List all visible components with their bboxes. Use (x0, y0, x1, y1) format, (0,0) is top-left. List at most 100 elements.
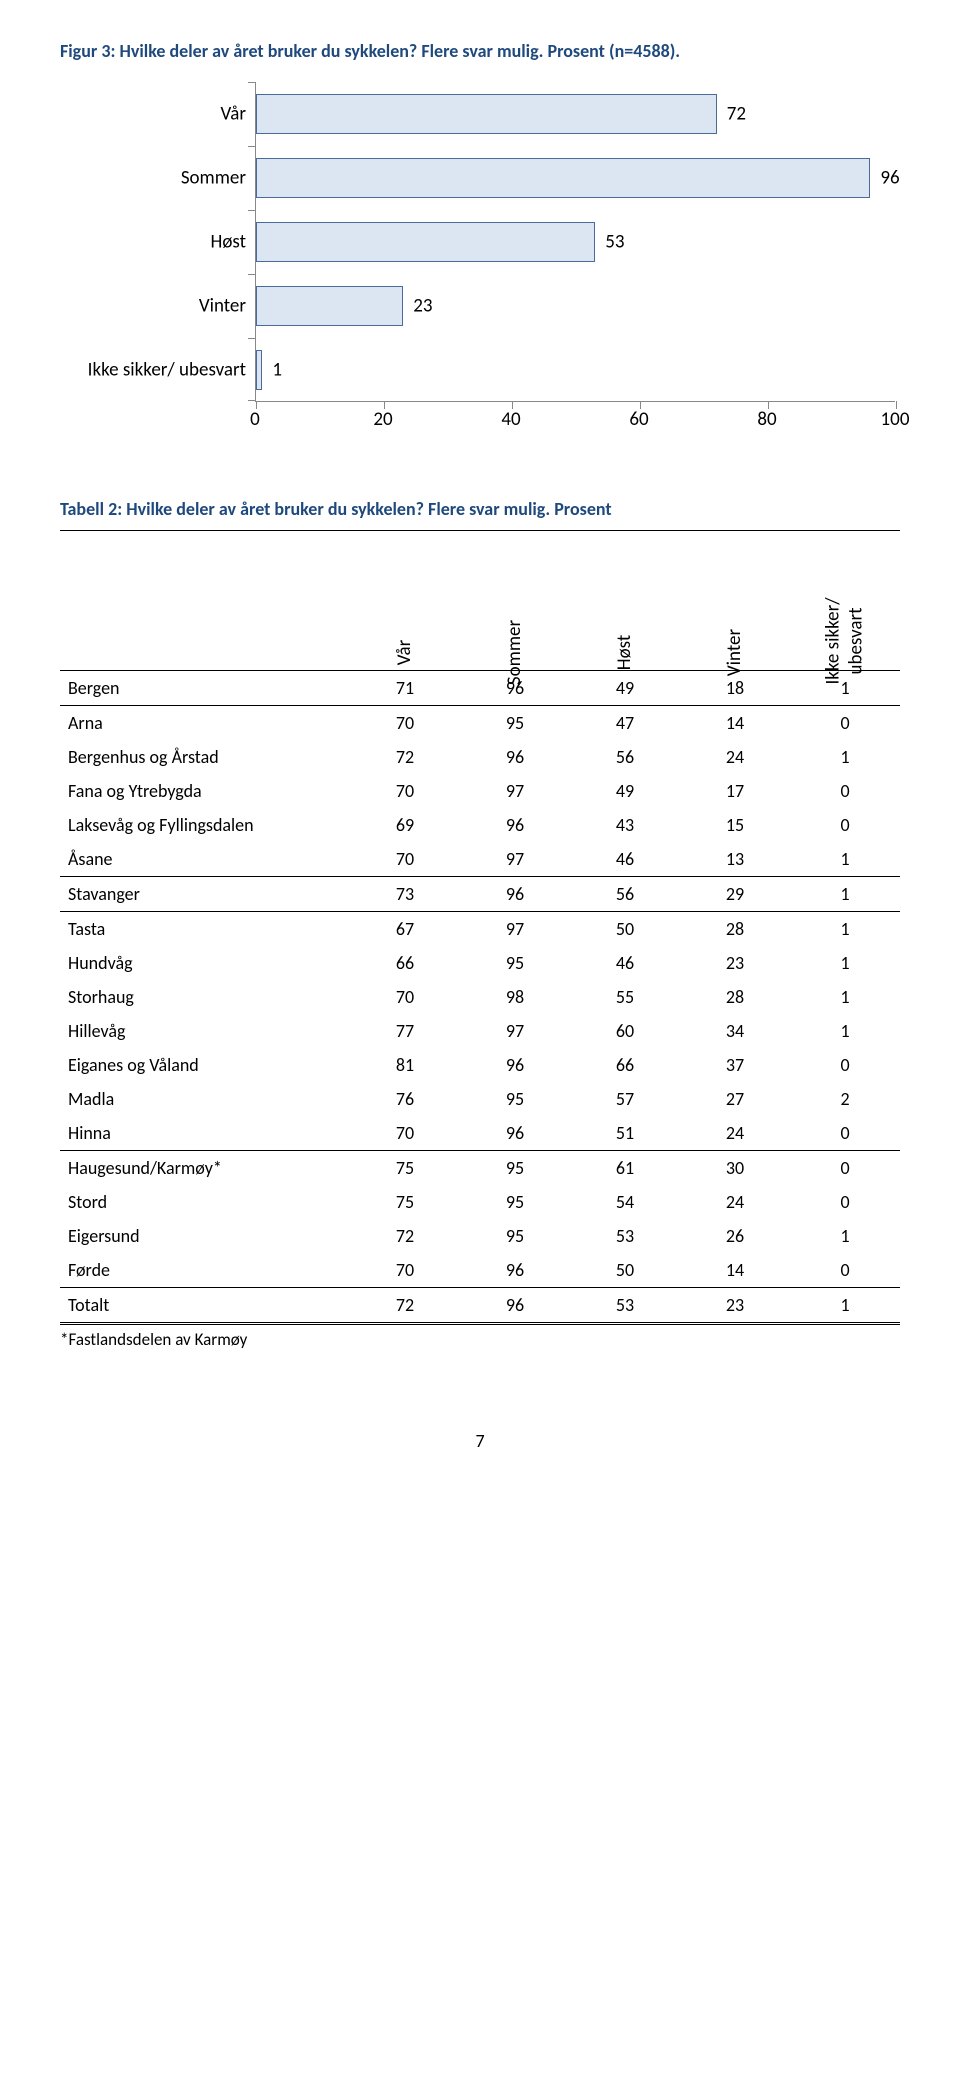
value-cell: 50 (570, 912, 680, 947)
x-tick-label: 60 (629, 408, 648, 431)
value-cell: 1 (790, 946, 900, 980)
x-tick-label: 20 (373, 408, 392, 431)
bar-value: 23 (413, 295, 432, 318)
value-cell: 70 (350, 1253, 460, 1288)
value-cell: 66 (570, 1048, 680, 1082)
value-cell: 51 (570, 1116, 680, 1151)
table-row: Bergenhus og Årstad729656241 (60, 740, 900, 774)
value-cell: 76 (350, 1082, 460, 1116)
value-cell: 69 (350, 808, 460, 842)
bar-row: Vinter23 (256, 274, 895, 338)
value-cell: 53 (570, 1288, 680, 1324)
value-cell: 96 (460, 808, 570, 842)
x-tick-label: 0 (250, 408, 260, 431)
bar (256, 286, 403, 326)
value-cell: 95 (460, 1151, 570, 1186)
table-row: Totalt729653231 (60, 1288, 900, 1324)
value-cell: 97 (460, 842, 570, 877)
value-cell: 95 (460, 1219, 570, 1253)
column-header: Sommer (460, 531, 570, 671)
value-cell: 23 (680, 946, 790, 980)
region-cell: Totalt (60, 1288, 350, 1324)
bar-label: Sommer (71, 167, 246, 190)
value-cell: 95 (460, 1185, 570, 1219)
value-cell: 1 (790, 980, 900, 1014)
region-cell: Hinna (60, 1116, 350, 1151)
value-cell: 50 (570, 1253, 680, 1288)
value-cell: 23 (680, 1288, 790, 1324)
value-cell: 27 (680, 1082, 790, 1116)
value-cell: 53 (570, 1219, 680, 1253)
value-cell: 49 (570, 671, 680, 706)
value-cell: 75 (350, 1151, 460, 1186)
region-cell: Hundvåg (60, 946, 350, 980)
table-title: Tabell 2: Hvilke deler av året bruker du… (60, 498, 900, 520)
value-cell: 70 (350, 706, 460, 741)
value-cell: 96 (460, 1253, 570, 1288)
table-row: Hillevåg779760341 (60, 1014, 900, 1048)
value-cell: 1 (790, 1014, 900, 1048)
table-footnote: *Fastlandsdelen av Karmøy (60, 1329, 900, 1350)
value-cell: 37 (680, 1048, 790, 1082)
region-cell: Arna (60, 706, 350, 741)
table-row: Førde709650140 (60, 1253, 900, 1288)
value-cell: 56 (570, 877, 680, 912)
value-cell: 70 (350, 842, 460, 877)
value-cell: 26 (680, 1219, 790, 1253)
value-cell: 95 (460, 946, 570, 980)
region-cell: Hillevåg (60, 1014, 350, 1048)
value-cell: 43 (570, 808, 680, 842)
value-cell: 0 (790, 1253, 900, 1288)
bar-row: Sommer96 (256, 146, 895, 210)
value-cell: 13 (680, 842, 790, 877)
region-cell: Åsane (60, 842, 350, 877)
x-tick-label: 40 (501, 408, 520, 431)
value-cell: 73 (350, 877, 460, 912)
region-cell: Førde (60, 1253, 350, 1288)
bar-value: 1 (272, 359, 282, 382)
value-cell: 49 (570, 774, 680, 808)
value-cell: 1 (790, 842, 900, 877)
table-row: Fana og Ytrebygda709749170 (60, 774, 900, 808)
value-cell: 17 (680, 774, 790, 808)
value-cell: 72 (350, 1288, 460, 1324)
value-cell: 24 (680, 740, 790, 774)
column-header: Vinter (680, 531, 790, 671)
table-corner (60, 531, 350, 671)
bar-label: Høst (71, 231, 246, 254)
value-cell: 29 (680, 877, 790, 912)
bar-value: 96 (880, 167, 899, 190)
value-cell: 0 (790, 808, 900, 842)
value-cell: 0 (790, 706, 900, 741)
table-row: Åsane709746131 (60, 842, 900, 877)
value-cell: 1 (790, 1288, 900, 1324)
column-header: Ikke sikker/ubesvart (790, 531, 900, 671)
bar-label: Vinter (71, 295, 246, 318)
table-row: Eiganes og Våland819666370 (60, 1048, 900, 1082)
value-cell: 0 (790, 1185, 900, 1219)
bar-value: 72 (727, 103, 746, 126)
bar (256, 94, 717, 134)
value-cell: 95 (460, 706, 570, 741)
x-tick-label: 80 (757, 408, 776, 431)
table-row: Hundvåg669546231 (60, 946, 900, 980)
value-cell: 0 (790, 1048, 900, 1082)
value-cell: 70 (350, 980, 460, 1014)
value-cell: 96 (460, 1048, 570, 1082)
value-cell: 60 (570, 1014, 680, 1048)
column-header: Høst (570, 531, 680, 671)
region-cell: Bergenhus og Årstad (60, 740, 350, 774)
value-cell: 1 (790, 1219, 900, 1253)
region-cell: Haugesund/Karmøy* (60, 1151, 350, 1186)
table-row: Laksevåg og Fyllingsdalen699643150 (60, 808, 900, 842)
region-cell: Stord (60, 1185, 350, 1219)
value-cell: 97 (460, 1014, 570, 1048)
bar-row: Vår72 (256, 82, 895, 146)
value-cell: 96 (460, 877, 570, 912)
value-cell: 66 (350, 946, 460, 980)
value-cell: 2 (790, 1082, 900, 1116)
value-cell: 28 (680, 980, 790, 1014)
value-cell: 81 (350, 1048, 460, 1082)
bar-label: Vår (71, 103, 246, 126)
value-cell: 98 (460, 980, 570, 1014)
